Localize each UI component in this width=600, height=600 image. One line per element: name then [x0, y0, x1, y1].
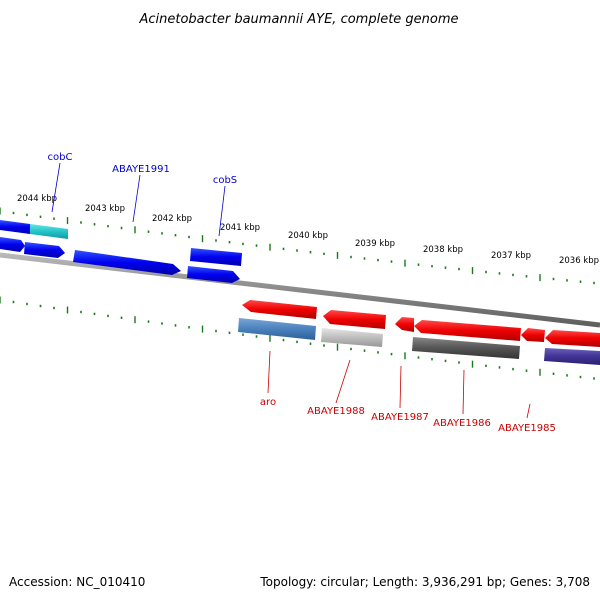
- gene-feature-cobC[interactable]: [30, 224, 68, 239]
- accession-text: Accession: NC_010410: [9, 575, 145, 589]
- leader-line-aro: [267, 350, 271, 394]
- gene-label-ABAYE1991[interactable]: ABAYE1991: [112, 164, 170, 175]
- scale-labels: 2044 kbp 2043 kbp 2042 kbp 2041 kbp 2040…: [17, 194, 599, 266]
- gene-label-cobS[interactable]: cobS: [213, 175, 237, 186]
- scale-label-2038: 2038 kbp: [423, 245, 463, 255]
- scale-label-2041: 2041 kbp: [220, 223, 260, 233]
- gene-feature-red[interactable]: [395, 317, 414, 332]
- scale-label-2040: 2040 kbp: [288, 231, 328, 241]
- map-title: Acinetobacter baumannii AYE, complete ge…: [138, 12, 458, 27]
- leader-line-ABAYE1991: [132, 174, 141, 223]
- gene-label-leaders: [51, 162, 531, 419]
- gene-feature-red[interactable]: [521, 328, 545, 342]
- gene-label-ABAYE1988[interactable]: ABAYE1988: [307, 406, 365, 417]
- forward-strand-features: [0, 220, 242, 283]
- gene-feature-blue[interactable]: [0, 220, 30, 234]
- genome-backbone: [0, 252, 600, 328]
- gene-feature-aro[interactable]: [238, 318, 316, 340]
- scale-label-2039: 2039 kbp: [355, 239, 395, 249]
- leader-line-ABAYE1987: [399, 365, 402, 409]
- gene-feature-blue[interactable]: [187, 266, 240, 283]
- gene-feature-red[interactable]: [414, 320, 521, 341]
- gene-feature-cobS[interactable]: [190, 248, 242, 266]
- leader-line-cobS: [218, 185, 226, 237]
- leader-line-ABAYE1988: [335, 359, 351, 404]
- gene-feature-blue[interactable]: [0, 237, 25, 252]
- gene-label-cobC[interactable]: cobC: [48, 152, 73, 163]
- scale-ticks-lower: [0, 296, 595, 380]
- gene-feature-ABAYE1988[interactable]: [321, 328, 383, 347]
- scale-label-2036: 2036 kbp: [559, 256, 599, 266]
- gene-label-ABAYE1986[interactable]: ABAYE1986: [433, 418, 491, 429]
- topology-text: Topology: circular; Length: 3,936,291 bp…: [259, 575, 590, 589]
- gene-feature-red[interactable]: [545, 330, 600, 347]
- gene-feature-ABAYE1985[interactable]: [544, 348, 600, 365]
- gene-feature-ABAYE1986[interactable]: [412, 337, 520, 359]
- forward-gene-labels: cobC ABAYE1991 cobS: [48, 152, 238, 186]
- gene-feature-red[interactable]: [242, 300, 317, 319]
- scale-label-2042: 2042 kbp: [152, 214, 192, 224]
- scale-label-2037: 2037 kbp: [491, 251, 531, 261]
- scale-label-2043: 2043 kbp: [85, 204, 125, 214]
- gene-feature-blue[interactable]: [24, 242, 65, 258]
- scale-label-2044: 2044 kbp: [17, 194, 57, 204]
- reverse-strand-features: [238, 300, 600, 365]
- reverse-gene-labels: aro ABAYE1988 ABAYE1987 ABAYE1986 ABAYE1…: [260, 397, 556, 434]
- leader-line-cobC: [51, 162, 61, 213]
- gene-label-ABAYE1985[interactable]: ABAYE1985: [498, 423, 556, 434]
- gene-label-aro[interactable]: aro: [260, 397, 276, 408]
- gene-feature-red[interactable]: [323, 310, 386, 329]
- leader-line-ABAYE1985: [526, 403, 531, 419]
- leader-line-ABAYE1986: [462, 369, 465, 415]
- scale-ticks-upper: [0, 207, 595, 285]
- gene-feature-ABAYE1991[interactable]: [73, 250, 181, 275]
- gene-label-ABAYE1987[interactable]: ABAYE1987: [371, 412, 429, 423]
